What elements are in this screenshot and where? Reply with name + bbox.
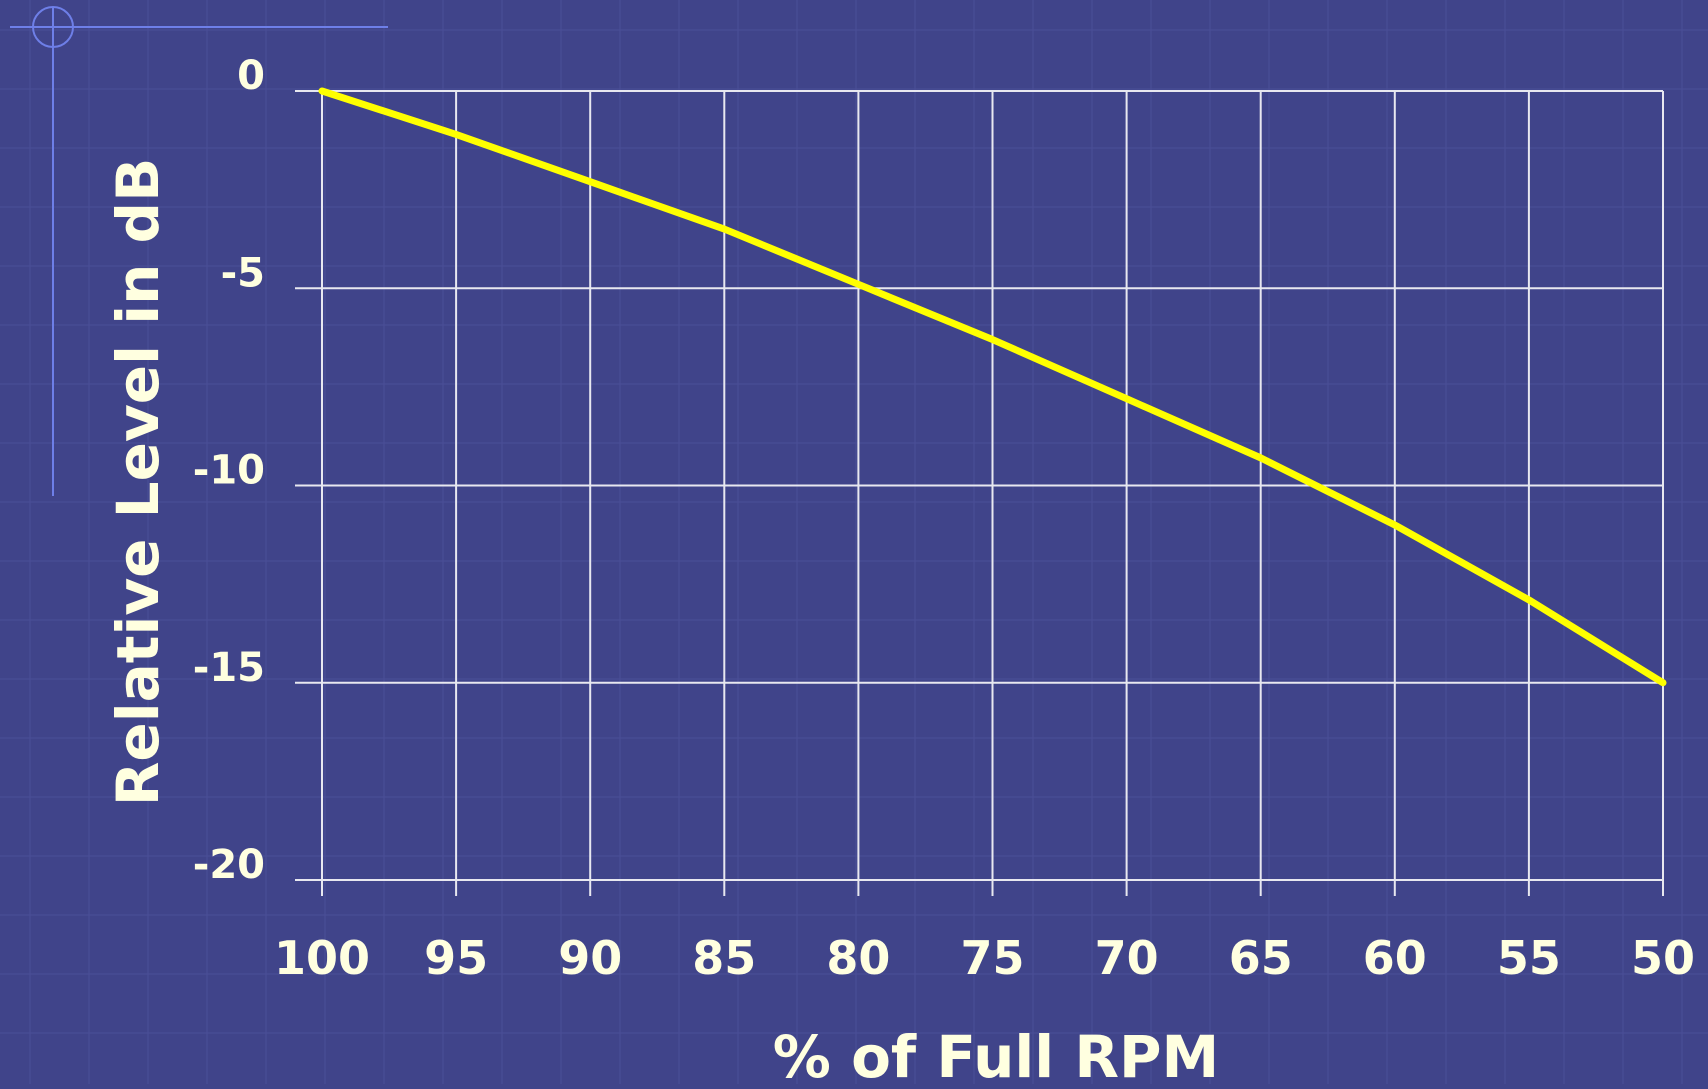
series-group (318, 87, 1667, 687)
y-tick-label: -15 (193, 645, 265, 691)
x-axis-label: % of Full RPM (773, 1023, 1219, 1084)
x-tick-label: 75 (960, 931, 1024, 985)
x-tick-label: 95 (424, 931, 488, 985)
x-tick-label: 70 (1095, 931, 1159, 985)
y-axis-ticks: 0 -5 -10 -15 -20 (193, 53, 265, 888)
x-tick-label: 65 (1229, 931, 1293, 985)
plot-grid (295, 90, 1664, 896)
series-line (318, 87, 1667, 687)
y-axis-label: Relative Level in dB (104, 158, 172, 807)
x-tick-label: 50 (1631, 931, 1695, 985)
y-tick-label: -20 (193, 842, 265, 888)
y-tick-label: 0 (237, 53, 265, 99)
x-tick-label: 90 (558, 931, 622, 985)
y-tick-label: -5 (221, 250, 265, 296)
x-tick-label: 100 (274, 931, 370, 985)
x-tick-label: 85 (692, 931, 756, 985)
corner-decoration-circle (32, 6, 74, 48)
x-tick-label: 60 (1363, 931, 1427, 985)
corner-decoration (10, 6, 388, 496)
x-tick-label: 55 (1497, 931, 1561, 985)
x-tick-label: 80 (826, 931, 890, 985)
x-axis-ticks: 100 95 90 85 80 75 70 65 60 55 50 (274, 931, 1695, 985)
y-tick-label: -10 (193, 448, 265, 494)
